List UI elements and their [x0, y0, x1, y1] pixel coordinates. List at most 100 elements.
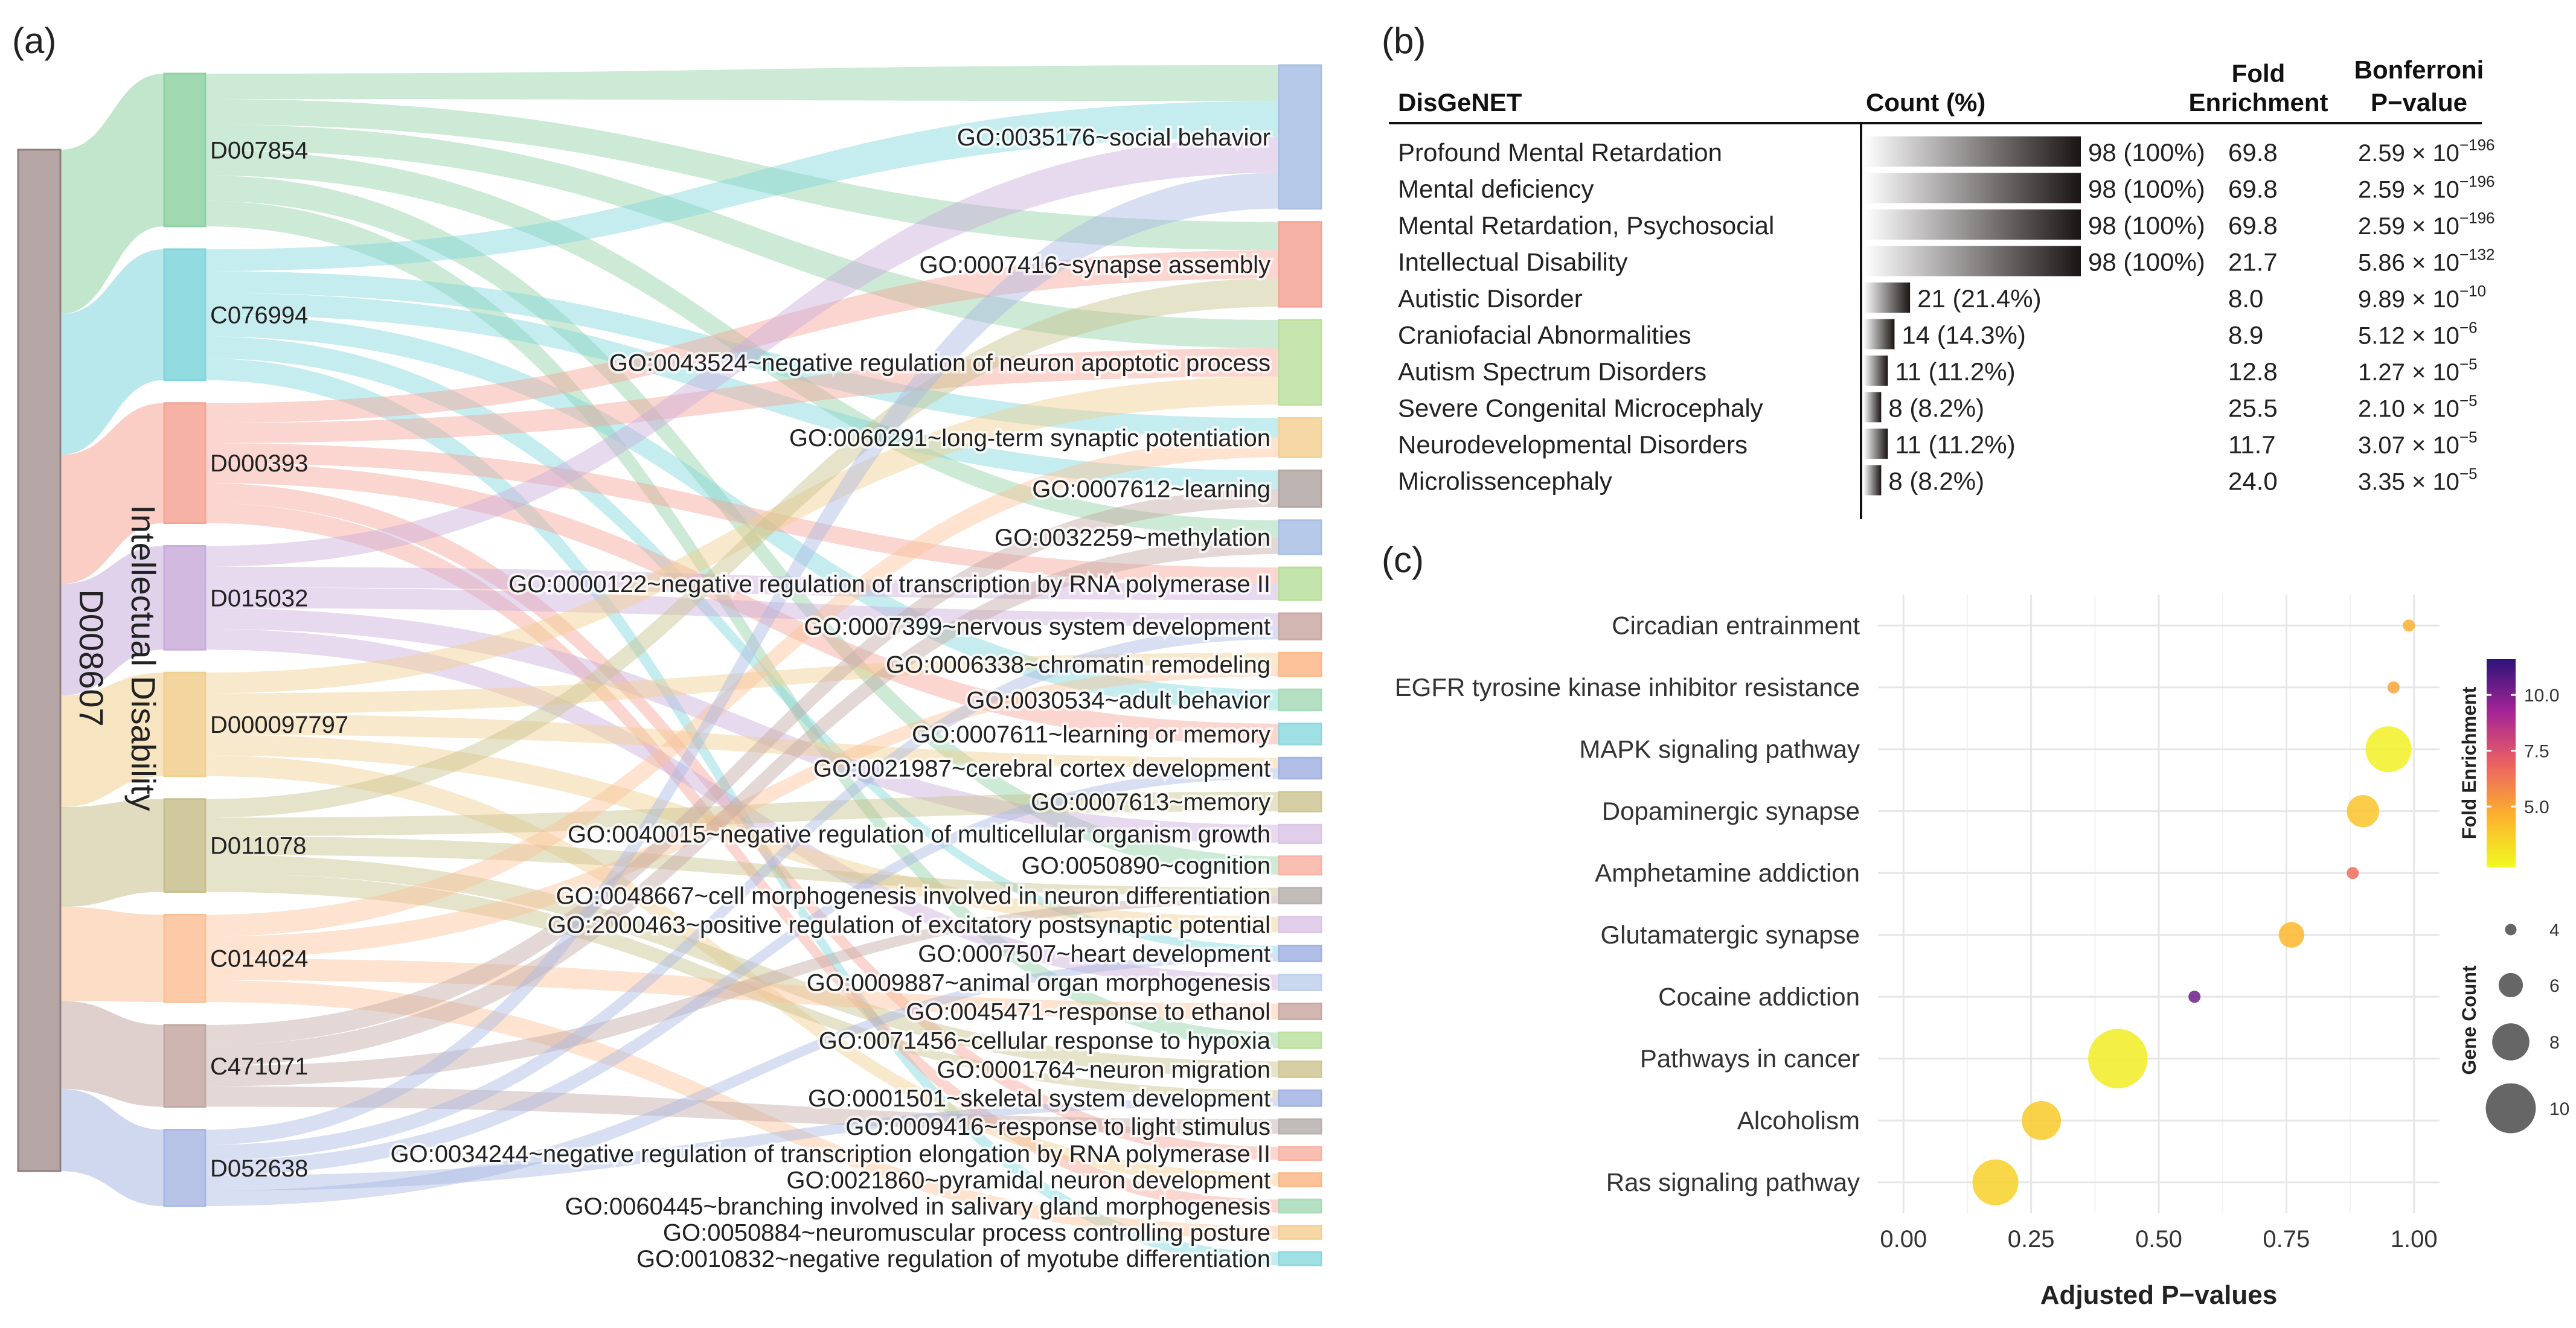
go-node-label: GO:0071456~cellular response to hypoxia [819, 1027, 1271, 1054]
sankey-link [205, 65, 1279, 101]
go-node-label: GO:0000122~negative regulation of transc… [508, 571, 1270, 598]
table-header-fold-1: Fold [2232, 59, 2286, 88]
go-node-label: GO:0043524~negative regulation of neuron… [609, 350, 1270, 376]
size-legend-dot [2485, 1083, 2536, 1134]
go-node-label: GO:2000463~positive regulation of excita… [548, 912, 1270, 939]
middle-node-bar [163, 1024, 207, 1108]
panel-label-c: (c) [1382, 540, 1424, 580]
table-row-name: Mental deficiency [1398, 175, 1594, 203]
middle-node-label: D015032 [210, 585, 308, 611]
go-node-label: GO:0030534~adult behavior [966, 687, 1270, 713]
middle-node-label: D000097797 [210, 712, 348, 738]
go-node-label: GO:0007611~learning or memory [912, 721, 1270, 748]
pvalue-exponent: −6 [2459, 319, 2478, 337]
pathway-label: Alcoholism [1737, 1106, 1860, 1134]
table-header-fold-2: Enrichment [2188, 88, 2328, 117]
table-row-fold: 25.5 [2228, 394, 2278, 423]
go-node-label: GO:0001764~neuron migration [937, 1056, 1270, 1083]
sankey-link-source [60, 403, 164, 584]
size-legend-label: 4 [2549, 921, 2560, 940]
go-node-bar [1278, 974, 1322, 991]
pathway-point [2347, 794, 2379, 828]
go-node-label: GO:0009887~animal organ morphogenesis [807, 970, 1270, 997]
go-node-label: GO:0007507~heart development [918, 941, 1270, 968]
middle-node-bar [163, 72, 207, 228]
go-node-bar [1278, 723, 1322, 745]
go-node-label: GO:0050890~cognition [1021, 853, 1270, 879]
table-row-name: Intellectual Disability [1398, 248, 1628, 276]
go-node-label: GO:0006338~chromatin remodeling [886, 652, 1270, 678]
sankey-link [205, 173, 1279, 1145]
panel-label-b: (b) [1382, 21, 1426, 61]
sankey-link [205, 791, 1279, 837]
table-row-count: 11 (11.2%) [1895, 357, 2015, 386]
table-row-count: 98 (100%) [2088, 138, 2205, 167]
pathway-point [2347, 867, 2359, 879]
table-row-fold: 12.8 [2228, 357, 2278, 386]
sankey-link [205, 437, 1279, 937]
sankey-link [205, 628, 1279, 991]
panel-label-a: (a) [12, 21, 56, 61]
table-row-pvalue: 2.59 × 10−196 [2358, 173, 2495, 203]
sankey-link [205, 626, 1279, 1161]
sankey-link [205, 980, 1279, 1239]
count-bar [1863, 283, 1911, 313]
table-row-pvalue: 1.27 × 10−5 [2358, 355, 2478, 386]
go-node-bar [1278, 756, 1322, 780]
go-node-bar [1278, 1146, 1322, 1161]
go-node-label: GO:0001501~skeletal system development [808, 1085, 1270, 1112]
go-node-label: GO:0050884~neuromuscular process control… [663, 1220, 1270, 1247]
x-tick-label: 0.25 [2008, 1226, 2055, 1253]
sankey-link [205, 483, 1279, 1160]
table-row-fold: 8.0 [2228, 284, 2263, 313]
table-row-count: 8 (8.2%) [1888, 394, 1984, 423]
pvalue-mantissa: 5.86 × 10 [2358, 250, 2459, 276]
pvalue-mantissa: 1.27 × 10 [2358, 359, 2459, 386]
table-row-fold: 69.8 [2228, 138, 2278, 167]
pathway-point [2088, 1029, 2148, 1088]
count-bar [1863, 356, 1888, 386]
sankey-link [205, 768, 1279, 1176]
middle-node-bar [163, 402, 207, 525]
go-node-bar [1278, 612, 1322, 640]
go-node-bar [1278, 469, 1322, 508]
table-row-name: Neurodevelopmental Disorders [1398, 430, 1748, 459]
middle-node-bar [163, 1129, 207, 1207]
go-node-label: GO:0007613~memory [1031, 789, 1270, 816]
sankey-link [205, 314, 1279, 710]
sankey-link-source [60, 907, 164, 1002]
sankey-link-source [60, 1088, 164, 1206]
go-node-bar [1278, 417, 1322, 458]
size-legend-title: Gene Count [2458, 965, 2480, 1075]
colorbar-tick-label: 7.5 [2524, 742, 2549, 762]
pvalue-mantissa: 9.89 × 10 [2358, 286, 2459, 313]
sankey-link [205, 358, 1279, 1265]
table-row-pvalue: 3.35 × 10−5 [2358, 465, 2478, 496]
table-row-count: 98 (100%) [2088, 248, 2205, 276]
table-row-count: 98 (100%) [2088, 211, 2205, 240]
sankey-link [205, 653, 1279, 714]
table-row-name: Profound Mental Retardation [1398, 138, 1722, 167]
table-row-pvalue: 3.07 × 10−5 [2358, 428, 2478, 459]
count-bar [1863, 173, 2081, 203]
table-row-pvalue: 2.10 × 10−5 [2358, 392, 2478, 423]
colorbar-title: Fold Enrichment [2458, 686, 2480, 839]
table-row-name: Autism Spectrum Disorders [1398, 357, 1706, 386]
table-row-name: Mental Retardation, Psychosocial [1398, 211, 1774, 240]
go-node-bar [1278, 823, 1322, 844]
sankey-link [205, 336, 1279, 954]
go-node-label: GO:0034244~negative regulation of transc… [390, 1141, 1270, 1167]
go-node-bar [1278, 1089, 1322, 1107]
table-row-fold: 8.9 [2228, 321, 2263, 350]
sankey-link-source [60, 546, 164, 696]
go-node-bar [1278, 1002, 1322, 1020]
pvalue-exponent: −196 [2459, 173, 2495, 191]
sankey-link [205, 293, 1279, 489]
count-bar [1863, 319, 1895, 350]
go-node-bar [1278, 887, 1322, 905]
pvalue-mantissa: 2.59 × 10 [2358, 213, 2459, 240]
pathway-point [2365, 726, 2412, 773]
sankey-link [205, 348, 1279, 444]
